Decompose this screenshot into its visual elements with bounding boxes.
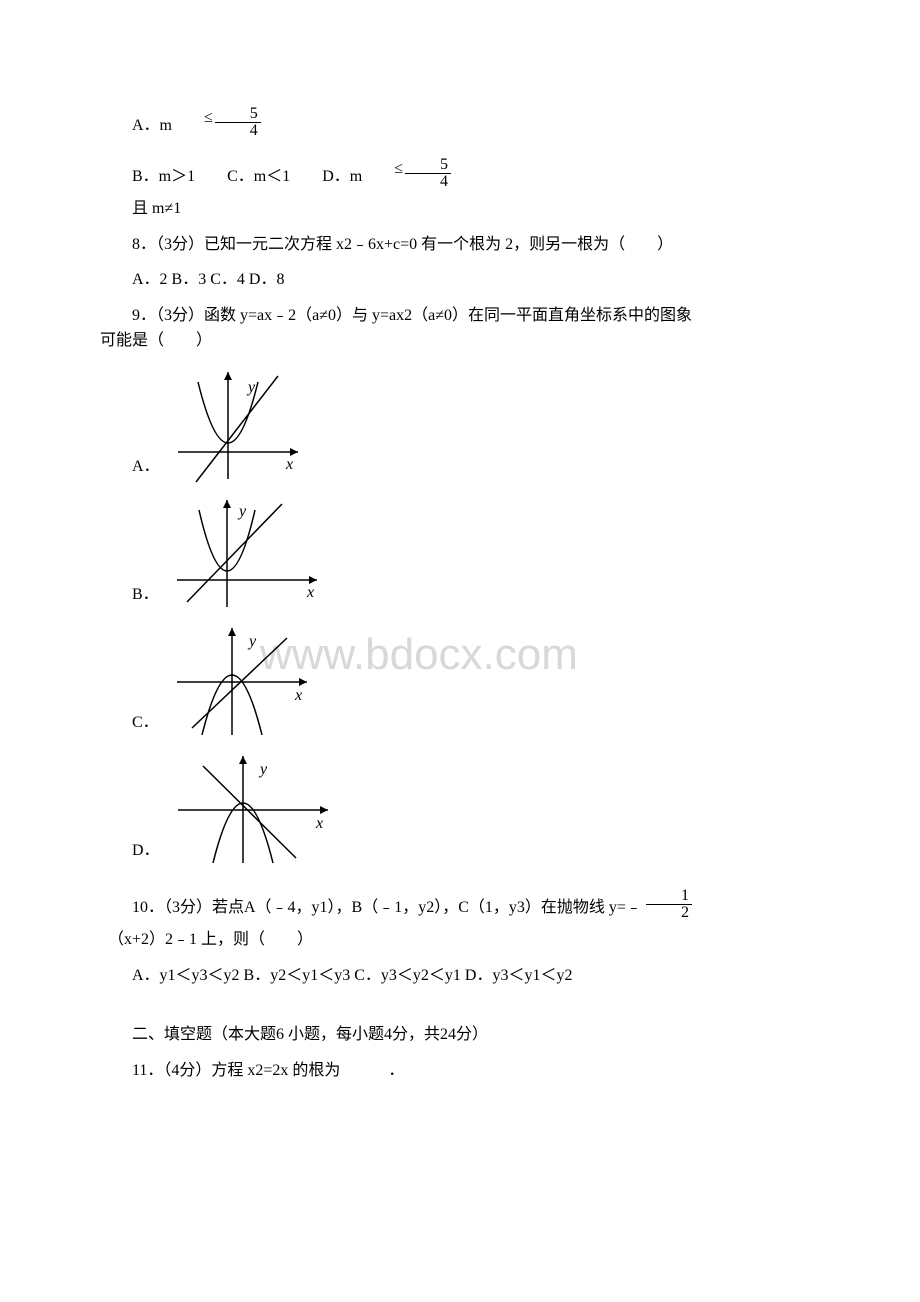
- svg-text:x: x: [285, 456, 293, 473]
- frac-den-3: 2: [646, 905, 692, 921]
- q8-stem: 8．（3分）已知一元二次方程 x2﹣6x+c=0 有一个根为 2，则另一根为（ …: [100, 232, 820, 258]
- q10-options: A．y1＜y3＜y2 B．y2＜y1＜y3 C．y3＜y2＜y1 D．y3＜y1…: [100, 963, 820, 989]
- q9-label-c: C．: [132, 710, 159, 740]
- q9-label-b: B．: [132, 582, 159, 612]
- q9-graph-b: y x: [167, 492, 327, 612]
- leq-symbol: ≤: [172, 105, 213, 131]
- q9-stem-line1: 9．（3分）函数 y=ax﹣2（a≠0）与 y=ax2（a≠0）在同一平面直角坐…: [100, 303, 820, 329]
- q7-optC: C．m＜1: [195, 164, 290, 190]
- q7-tail: 且 m≠1: [100, 196, 820, 222]
- fraction-5-4: 5 4: [215, 106, 261, 139]
- frac-num-2: 5: [405, 157, 451, 174]
- frac-num: 5: [215, 106, 261, 123]
- frac-den: 4: [215, 123, 261, 139]
- q7-optB: B．m＞1: [100, 164, 195, 190]
- q7-option-a: A．m ≤ 5 4: [100, 106, 820, 139]
- svg-text:x: x: [306, 584, 314, 601]
- q9-graph-d-row: D． y x: [132, 748, 820, 868]
- q7-options-bcd: B．m＞1 C．m＜1 D．m ≤ 5 4: [100, 157, 820, 190]
- svg-text:y: y: [258, 761, 268, 778]
- q7-optA-pre: A．m: [100, 113, 172, 139]
- q9-label-a: A．: [132, 454, 160, 484]
- svg-text:y: y: [237, 503, 247, 520]
- q10-stem-tail: （x+2）2﹣1 上，则（ ）: [100, 927, 820, 953]
- q10-stem-line1: 10．（3分）若点A（﹣4，y1），B（﹣1，y2），C（1，y3）在抛物线 y…: [100, 888, 820, 921]
- frac-num-3: 1: [646, 888, 692, 905]
- q7-optD: D．m: [290, 164, 362, 190]
- leq-symbol-2: ≤: [362, 156, 403, 182]
- q9-stem-line2: 可能是（ ）: [100, 328, 820, 354]
- fraction-5-4-b: 5 4: [405, 157, 451, 190]
- q8-options: A．2 B．3 C．4 D．8: [100, 267, 820, 293]
- svg-text:x: x: [315, 815, 323, 832]
- q9-graph-c: y x: [167, 620, 317, 740]
- q10-pre: 10．（3分）若点A（﹣4，y1），B（﹣1，y2），C（1，y3）在抛物线 y…: [100, 895, 642, 921]
- page-content: A．m ≤ 5 4 B．m＞1 C．m＜1 D．m ≤ 5 4 且 m≠1 8．…: [100, 106, 820, 1083]
- section2-header: 二、填空题（本大题6 小题，每小题4分，共24分）: [100, 1022, 820, 1048]
- svg-text:y: y: [247, 633, 257, 650]
- q9-graph-c-row: C． y x: [132, 620, 820, 740]
- q11-stem: 11．（4分）方程 x2=2x 的根为 ．: [100, 1058, 820, 1084]
- q9-graph-d: y x: [168, 748, 338, 868]
- q9-label-d: D．: [132, 838, 160, 868]
- q9-graph-b-row: B． y x: [132, 492, 820, 612]
- svg-text:x: x: [294, 687, 302, 704]
- fraction-1-2: 1 2: [646, 888, 692, 921]
- frac-den-2: 4: [405, 174, 451, 190]
- q9-graph-a-row: A． y x: [132, 364, 820, 484]
- q9-graph-a: y x: [168, 364, 308, 484]
